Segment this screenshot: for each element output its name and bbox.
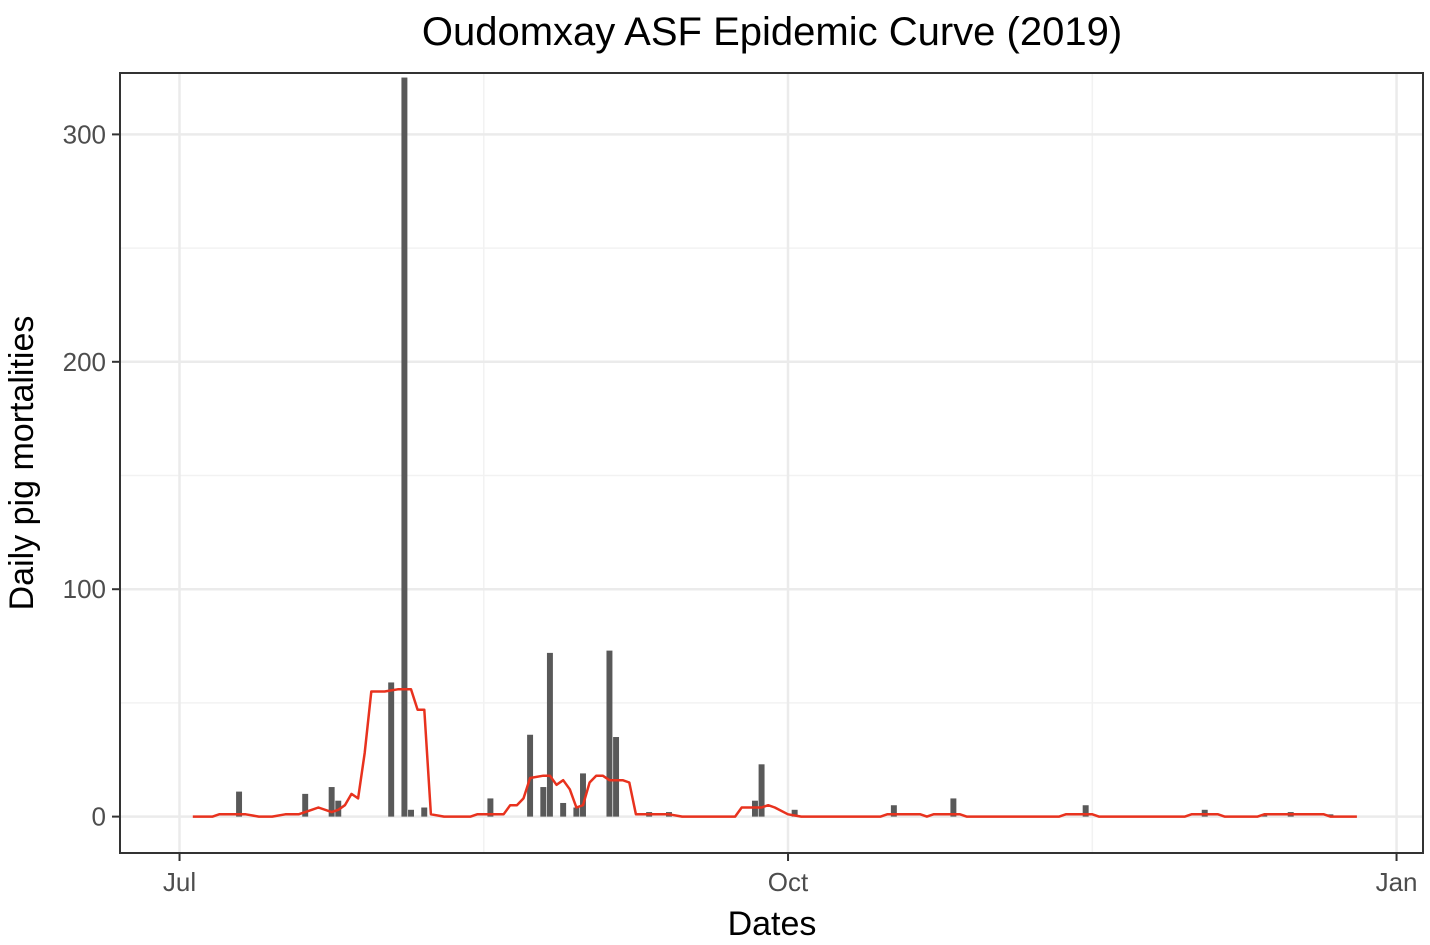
trend-line: [192, 688, 1357, 818]
bar: [421, 807, 428, 817]
bar: [573, 807, 580, 817]
bar: [613, 737, 620, 817]
chart-title: Oudomxay ASF Epidemic Curve (2019): [422, 10, 1122, 54]
bar: [791, 809, 798, 817]
x-tick-label: Oct: [768, 867, 809, 897]
bar: [546, 652, 553, 817]
bar: [328, 787, 335, 817]
bar: [560, 802, 567, 817]
y-axis: 0 100 200 300: [63, 119, 120, 832]
bar: [302, 793, 309, 817]
bar: [408, 809, 415, 817]
bar: [236, 791, 243, 817]
y-tick-label: 100: [63, 574, 106, 604]
bar: [950, 798, 957, 817]
x-tick-label: Jul: [163, 867, 196, 897]
bar: [758, 764, 765, 817]
y-tick-label: 200: [63, 347, 106, 377]
bar: [606, 650, 613, 817]
x-axis: Jul Oct Jan: [163, 853, 1418, 897]
bar: [527, 734, 534, 817]
bar: [540, 787, 547, 817]
bar: [580, 773, 586, 817]
y-tick-label: 0: [92, 802, 106, 832]
plot-panel: [119, 72, 1424, 854]
bar: [1082, 805, 1089, 817]
bar: [487, 798, 494, 817]
bar: [401, 77, 408, 817]
y-axis-title: Daily pig mortalities: [3, 316, 41, 611]
bar: [890, 805, 897, 817]
y-tick-label: 300: [63, 119, 106, 149]
bar-series: [236, 77, 1334, 817]
x-axis-title: Dates: [728, 905, 817, 943]
bar: [388, 682, 395, 817]
x-tick-label: Jan: [1376, 867, 1418, 897]
grid: [120, 73, 1423, 853]
